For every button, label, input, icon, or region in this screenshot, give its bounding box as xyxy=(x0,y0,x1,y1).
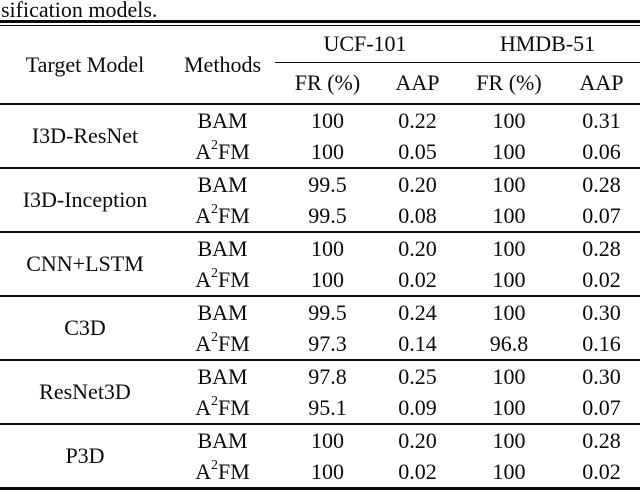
method-cell: A2FM xyxy=(195,136,250,164)
value-cell: 100 xyxy=(455,231,563,264)
model-name-cell: P3D xyxy=(0,423,170,489)
value-cell: 100 xyxy=(492,266,526,292)
method-cell: BAM xyxy=(170,103,275,136)
header-target-model: Target Model xyxy=(25,51,145,77)
value-cell: 0.20 xyxy=(380,423,455,456)
table-row: A2FM 100 0.02 100 0.02 xyxy=(0,264,640,296)
table-row: C3D BAM 99.5 0.24 100 0.30 xyxy=(0,295,640,360)
value-cell: 0.30 xyxy=(563,295,640,328)
value-cell: 0.28 xyxy=(563,231,640,264)
table-row: I3D-Inception BAM 99.5 0.20 100 0.28 xyxy=(0,167,640,232)
table-row: A2FM 99.5 0.08 100 0.07 xyxy=(0,200,640,232)
value-cell: 0.08 xyxy=(398,202,437,228)
value-cell: 0.20 xyxy=(380,231,455,264)
method-cell: A2FM xyxy=(195,264,250,292)
method-cell: A2FM xyxy=(195,200,250,228)
value-cell: 0.06 xyxy=(582,138,621,164)
header-ucf-fr: FR (%) xyxy=(294,70,361,95)
value-cell: 0.20 xyxy=(380,167,455,200)
method-cell: BAM xyxy=(170,295,275,328)
value-cell: 0.07 xyxy=(582,202,621,228)
header-ucf-aap: AAP xyxy=(395,70,440,95)
value-cell: 100 xyxy=(492,202,526,228)
value-cell: 0.09 xyxy=(398,394,437,420)
value-cell: 0.14 xyxy=(398,330,437,356)
header-hmdb-aap: AAP xyxy=(579,70,624,95)
value-cell: 96.8 xyxy=(489,330,529,356)
value-cell: 99.5 xyxy=(275,167,380,200)
table-caption-fragment: sification models. xyxy=(1,0,158,22)
table-row: A2FM 97.3 0.14 96.8 0.16 xyxy=(0,328,640,360)
value-cell: 0.02 xyxy=(582,266,621,292)
value-cell: 100 xyxy=(492,138,526,164)
header-sub-row: FR (%) AAP FR (%) AAP xyxy=(0,63,640,105)
value-cell: 100 xyxy=(275,231,380,264)
method-cell: A2FM xyxy=(195,392,250,420)
table-row: ResNet3D BAM 97.8 0.25 100 0.30 xyxy=(0,359,640,424)
method-cell: A2FM xyxy=(195,456,250,484)
value-cell: 100 xyxy=(275,103,380,136)
attack-results-table: Target Model Methods UCF-101 HMDB-51 FR … xyxy=(0,26,640,490)
value-cell: 97.8 xyxy=(275,359,380,392)
value-cell: 97.3 xyxy=(308,330,347,356)
header-hmdb-fr: FR (%) xyxy=(476,70,542,95)
value-cell: 0.25 xyxy=(380,359,455,392)
value-cell: 0.02 xyxy=(398,266,437,292)
method-cell: BAM xyxy=(170,423,275,456)
value-cell: 0.07 xyxy=(582,394,621,420)
value-cell: 100 xyxy=(455,103,563,136)
table-top-double-rule xyxy=(0,20,640,26)
value-cell: 0.22 xyxy=(380,103,455,136)
table-row: A2FM 100 0.02 100 0.02 xyxy=(0,456,640,489)
method-cell: BAM xyxy=(170,359,275,392)
value-cell: 0.31 xyxy=(563,103,640,136)
value-cell: 0.02 xyxy=(582,458,621,484)
table-row: A2FM 100 0.05 100 0.06 xyxy=(0,136,640,168)
model-name-cell: C3D xyxy=(0,295,170,360)
value-cell: 99.5 xyxy=(275,295,380,328)
header-methods: Methods xyxy=(184,51,261,77)
value-cell: 100 xyxy=(492,458,526,484)
table-row: CNN+LSTM BAM 100 0.20 100 0.28 xyxy=(0,231,640,296)
model-name-cell: I3D-ResNet xyxy=(0,103,170,168)
value-cell: 0.05 xyxy=(398,138,437,164)
value-cell: 0.28 xyxy=(563,423,640,456)
table-row: P3D BAM 100 0.20 100 0.28 xyxy=(0,423,640,489)
value-cell: 0.16 xyxy=(582,330,621,356)
header-group-row: Target Model Methods UCF-101 HMDB-51 xyxy=(0,26,640,77)
value-cell: 0.24 xyxy=(380,295,455,328)
value-cell: 0.02 xyxy=(398,458,437,484)
table-header: Target Model Methods UCF-101 HMDB-51 FR … xyxy=(0,26,640,104)
value-cell: 100 xyxy=(455,359,563,392)
table-body: I3D-ResNet BAM 100 0.22 100 0.31 A2FM 100 0.05 10… xyxy=(0,103,640,489)
header-group-hmdb51: HMDB-51 xyxy=(455,26,640,63)
value-cell: 100 xyxy=(311,138,344,164)
model-name-cell: CNN+LSTM xyxy=(0,231,170,296)
value-cell: 100 xyxy=(275,423,380,456)
value-cell: 99.5 xyxy=(308,202,347,228)
value-cell: 0.28 xyxy=(563,167,640,200)
method-cell: BAM xyxy=(170,167,275,200)
model-name-cell: ResNet3D xyxy=(0,359,170,424)
value-cell: 100 xyxy=(455,423,563,456)
value-cell: 95.1 xyxy=(308,394,347,420)
value-cell: 0.30 xyxy=(563,359,640,392)
method-cell: A2FM xyxy=(195,328,250,356)
method-cell: BAM xyxy=(170,231,275,264)
value-cell: 100 xyxy=(455,295,563,328)
value-cell: 100 xyxy=(455,167,563,200)
header-group-ucf101: UCF-101 xyxy=(275,26,455,63)
value-cell: 100 xyxy=(311,458,344,484)
value-cell: 100 xyxy=(311,266,344,292)
model-name-cell: I3D-Inception xyxy=(0,167,170,232)
table-row: I3D-ResNet BAM 100 0.22 100 0.31 xyxy=(0,103,640,168)
table-row: A2FM 95.1 0.09 100 0.07 xyxy=(0,392,640,424)
value-cell: 100 xyxy=(492,394,526,420)
